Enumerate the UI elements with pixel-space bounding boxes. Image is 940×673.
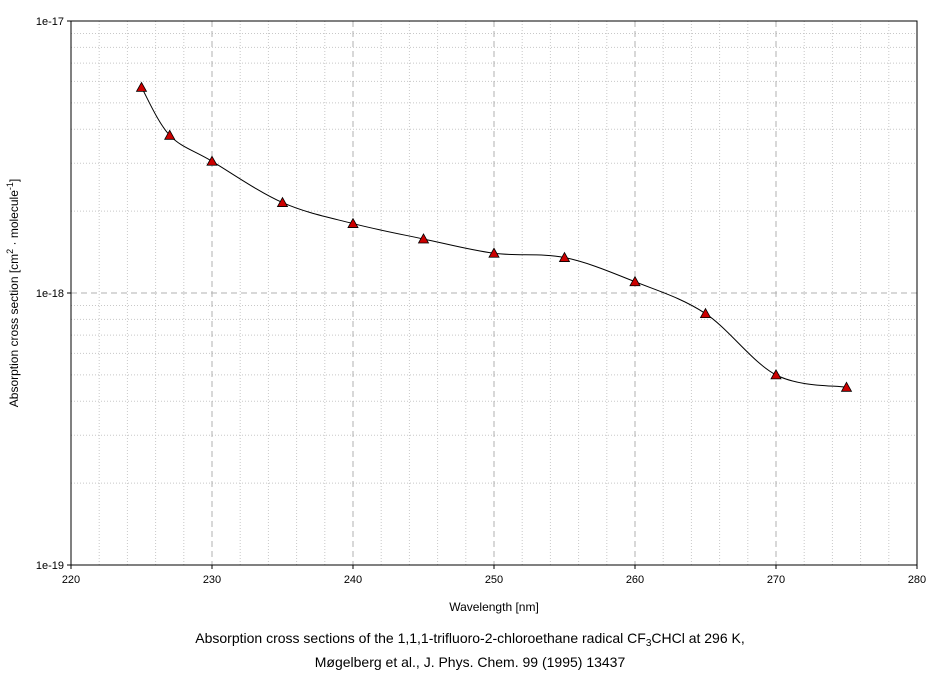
- x-tick-label: 260: [626, 574, 644, 586]
- caption-line-1: Absorption cross sections of the 1,1,1-t…: [0, 630, 940, 649]
- caption-line-1-part1: Absorption cross sections of the 1,1,1-t…: [195, 630, 646, 646]
- data-point: [417, 233, 430, 244]
- x-tick-label: 280: [908, 574, 926, 586]
- y-axis-title-part3: ]: [7, 179, 21, 182]
- data-point: [770, 369, 782, 380]
- x-tick-label: 250: [485, 574, 503, 586]
- data-point: [629, 275, 641, 287]
- y-tick-label: 1e-18: [36, 288, 64, 300]
- y-tick-label: 1e-17: [36, 16, 64, 28]
- x-axis: 220 230 240 250 260 270 280: [62, 565, 926, 586]
- x-axis-title: Wavelength [nm]: [449, 600, 539, 614]
- data-point: [347, 217, 359, 228]
- y-axis-title-sup2: -1: [5, 182, 15, 190]
- chart: 220 230 240 250 260 270 280 1e-19 1e-18 1e-17 Wa…: [5, 16, 926, 614]
- y-axis-title-part1: Absorption cross section [cm: [7, 254, 21, 407]
- x-tick-label: 240: [344, 574, 362, 586]
- data-point: [558, 251, 571, 262]
- major-grid: [71, 21, 917, 565]
- x-tick-label: 230: [203, 574, 221, 586]
- data-point: [840, 381, 853, 392]
- data-point: [699, 307, 712, 318]
- x-tick-label: 270: [767, 574, 785, 586]
- y-axis-title: Absorption cross section [cm2 · molecule…: [5, 179, 21, 407]
- data-point: [135, 81, 148, 92]
- y-axis-title-sup1: 2: [5, 249, 15, 254]
- data-point: [488, 247, 500, 258]
- caption-line-1-part2: CHCl at 296 K,: [651, 630, 745, 646]
- y-axis: 1e-19 1e-18 1e-17: [36, 16, 71, 572]
- data-point: [164, 129, 176, 140]
- data-point: [276, 196, 289, 207]
- caption-subscript: 3: [645, 638, 652, 649]
- y-tick-label: 1e-19: [36, 560, 64, 572]
- data-point: [206, 155, 218, 166]
- x-tick-label: 220: [62, 574, 80, 586]
- y-axis-title-part2: · molecule: [7, 190, 21, 249]
- series-markers: [135, 81, 853, 392]
- caption-line-2: Møgelberg et al., J. Phys. Chem. 99 (199…: [314, 654, 626, 670]
